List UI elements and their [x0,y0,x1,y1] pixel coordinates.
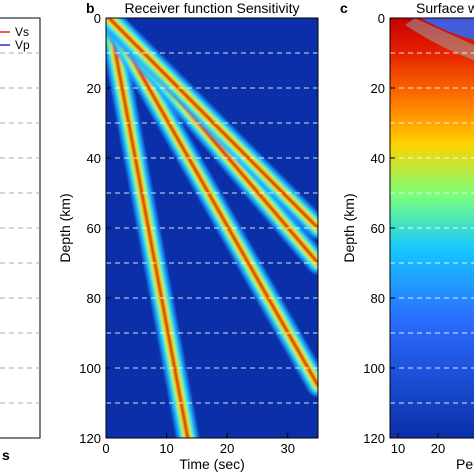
x-tick-label: 20 [431,441,445,456]
y-tick-label: 40 [371,151,385,166]
panel-a-partial-label: s [2,447,10,463]
x-tick-label: 10 [391,441,405,456]
panel-a: Vs Vp s b [0,0,95,463]
y-tick-label: 20 [371,81,385,96]
y-tick-label: 0 [378,11,385,26]
legend-vs-label: Vs [15,25,29,39]
y-tick-label: 100 [363,361,385,376]
y-tick-label: 60 [87,221,101,236]
y-tick-label: 60 [371,221,385,236]
y-tick-label: 40 [87,151,101,166]
panel-c-y-title: Depth (km) [341,193,357,262]
panel-b-x-title: Time (sec) [179,456,245,472]
y-tick-label: 20 [87,81,101,96]
legend-vp-label: Vp [15,38,30,52]
panel-c-x-ticks: 10 20 [391,433,445,456]
panel-b-x-ticks: 0 10 20 30 [102,433,295,456]
x-tick-label: 10 [159,441,173,456]
y-tick-label: 120 [363,431,385,446]
y-tick-label: 80 [87,291,101,306]
x-tick-label: 0 [102,441,109,456]
panel-a-grid [0,52,40,404]
panel-c-y-ticks: 0 20 40 60 80 100 120 [363,11,395,446]
x-tick-label: 30 [280,441,294,456]
panel-c-cyan-wedge [405,18,474,60]
panel-b-sensitivity-bands [106,18,318,438]
panel-c-letter: c [340,0,348,16]
sensitivity-band-ppps [108,18,318,387]
y-tick-label: 80 [371,291,385,306]
panel-b-letter: b [86,0,95,16]
panel-c-blue-wedge [420,18,474,40]
panel-c: c Surface w 10 20 0 20 40 60 80 100 120 Pe Dept… [340,0,474,472]
panel-b-y-title: Depth (km) [57,193,73,262]
sensitivity-band-ps [108,18,189,438]
panel-c-grid [390,52,474,404]
y-tick-label: 120 [79,431,101,446]
y-tick-label: 100 [79,361,101,376]
panel-b-y-ticks: 0 20 40 60 80 100 120 [79,11,111,446]
panel-c-title: Surface w [416,0,474,16]
x-tick-label: 20 [220,441,234,456]
panel-b: Receiver function Sensitivity 0 10 20 30 0 2… [57,0,319,472]
y-tick-label: 0 [94,11,101,26]
panel-c-x-title: Pe [456,456,473,472]
panel-a-legend: Vs Vp [0,25,30,52]
panel-b-title: Receiver function Sensitivity [124,0,299,16]
